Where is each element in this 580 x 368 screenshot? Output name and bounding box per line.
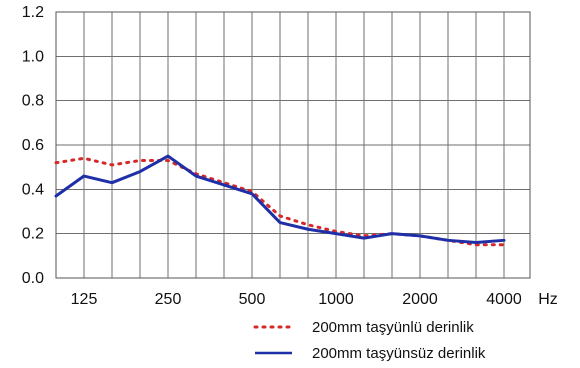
- y-tick-label: 0.8: [22, 93, 44, 110]
- y-tick-label: 1.0: [22, 48, 44, 65]
- legend-item-series-2: 200mm taşyünsüz derinlik: [255, 345, 486, 362]
- legend-label-series-1: 200mm taşyünlü derinlik: [312, 319, 474, 336]
- y-tick-label: 0.0: [22, 270, 44, 287]
- y-tick-label: 0.6: [22, 137, 44, 154]
- plot-frame: [55, 11, 531, 279]
- x-tick-label: 4000: [486, 291, 522, 308]
- legend: 200mm taşyünlü derinlik 200mm taşyünsüz …: [253, 319, 486, 362]
- y-tick-labels: 0.0 0.2 0.4 0.6 0.8 1.0 1.2: [22, 4, 44, 287]
- x-tick-labels: 125 250 500 1000 2000 4000: [71, 291, 522, 308]
- y-tick-label: 1.2: [22, 4, 44, 21]
- series-layer: [54, 154, 506, 247]
- x-tick-label: 250: [155, 291, 182, 308]
- x-tick-label: 125: [71, 291, 98, 308]
- grid-layer: [55, 11, 531, 279]
- x-tick-label: 1000: [318, 291, 354, 308]
- legend-item-series-1: 200mm taşyünlü derinlik: [253, 319, 474, 336]
- x-unit-label: Hz: [538, 291, 558, 308]
- plot-border: [55, 11, 531, 279]
- x-tick-label: 500: [239, 291, 266, 308]
- legend-label-series-2: 200mm taşyünsüz derinlik: [312, 345, 486, 362]
- y-tick-label: 0.2: [22, 226, 44, 243]
- x-tick-label: 2000: [402, 291, 438, 308]
- y-tick-label: 0.4: [22, 181, 44, 198]
